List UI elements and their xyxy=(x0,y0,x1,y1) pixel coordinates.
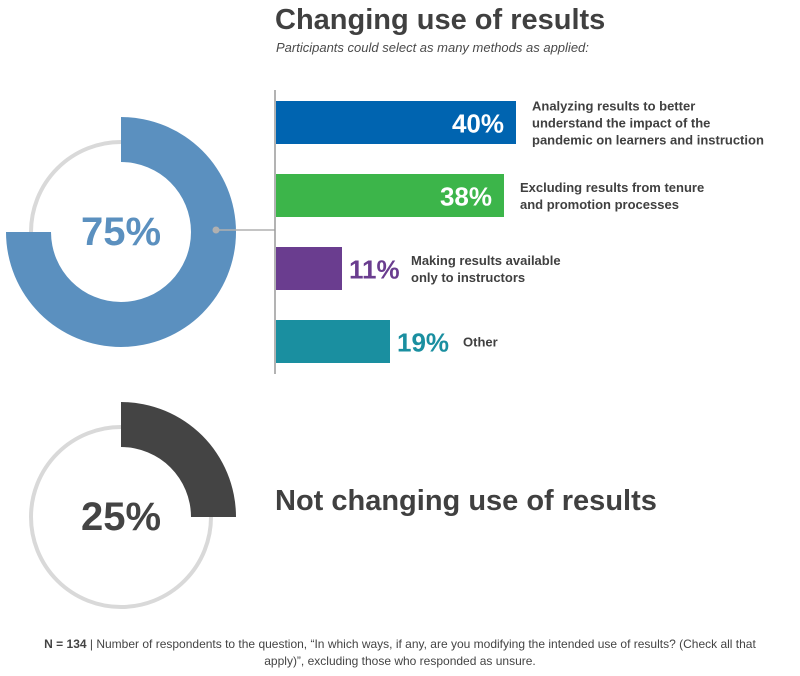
bar-category-label-line: Excluding results from tenure xyxy=(520,180,704,195)
bar-2 xyxy=(276,174,504,217)
chart-canvas: 75% 40% Analyzing results to better unders… xyxy=(6,90,764,609)
footnote: N = 134 | Number of respondents to the q… xyxy=(40,636,760,670)
donut-changing-arc xyxy=(6,117,236,347)
bar-category-label-4: Other xyxy=(463,335,498,350)
bar-category-label-3: Making results available only to instruct… xyxy=(411,253,561,285)
bar-category-label-line: pandemic on learners and instruction xyxy=(532,133,764,148)
not-changing-label: Not changing use of results xyxy=(275,485,657,517)
donut-not-changing-value-label: 25% xyxy=(81,495,161,539)
donut-changing-value-label: 75% xyxy=(81,210,161,254)
bar-category-label-line: Other xyxy=(463,335,498,350)
bar-category-label-line: understand the impact of the xyxy=(532,116,710,131)
method-bars: 40% Analyzing results to better understand… xyxy=(276,99,764,363)
bar-category-label-line: Making results available xyxy=(411,253,561,268)
bar-3 xyxy=(276,247,342,290)
bar-category-label-line: only to instructors xyxy=(411,270,525,285)
footnote-n: N = 134 xyxy=(44,637,87,651)
bar-value-label-4: 19% xyxy=(397,328,449,358)
bar-1 xyxy=(276,101,516,144)
bar-4 xyxy=(276,320,390,363)
bar-value-label-2: 38% xyxy=(440,182,492,212)
chart-title: Changing use of results xyxy=(275,4,606,36)
donut-not-changing: 25% xyxy=(29,402,236,609)
connector-dot xyxy=(212,226,220,234)
chart-subtitle: Participants could select as many method… xyxy=(276,40,589,55)
donut-to-bars-connector xyxy=(212,90,276,374)
donut-not-changing-arc xyxy=(121,402,236,517)
bar-value-label-1: 40% xyxy=(452,109,504,139)
bar-category-label-2: Excluding results from tenure and promoti… xyxy=(520,180,704,212)
footnote-text: Number of respondents to the question, “… xyxy=(96,637,756,668)
bar-value-label-3: 11% xyxy=(349,255,400,285)
footnote-separator: | xyxy=(86,637,97,651)
donut-changing: 75% xyxy=(6,117,236,347)
bar-category-label-line: Analyzing results to better xyxy=(532,99,695,114)
bar-category-label-1: Analyzing results to better understand th… xyxy=(532,99,764,148)
bar-category-label-line: and promotion processes xyxy=(520,197,679,212)
